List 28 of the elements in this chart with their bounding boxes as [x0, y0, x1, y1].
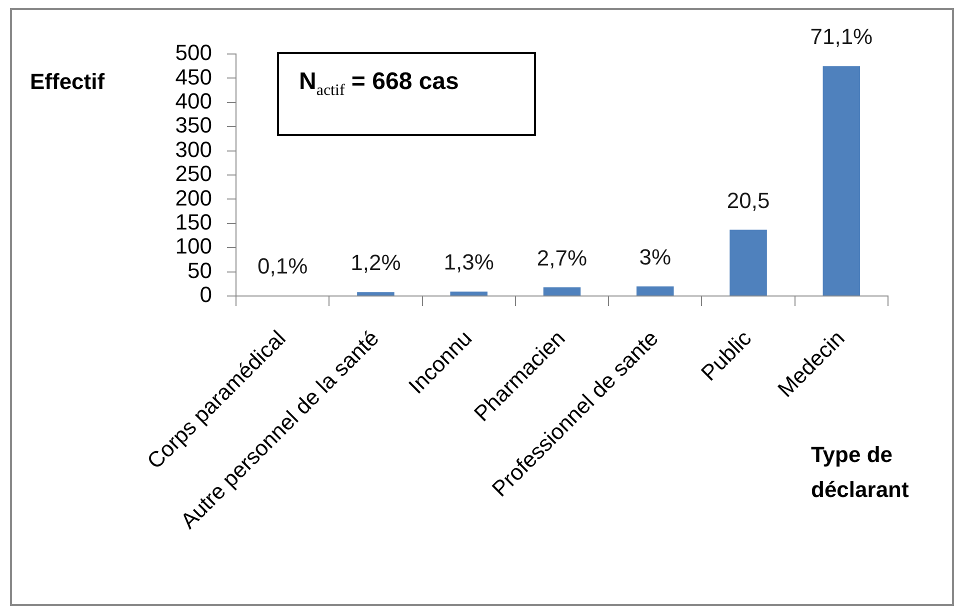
annotation: N$_{actif}$ = 668 cas — [299, 68, 459, 100]
y-tick-label: 500 — [175, 40, 212, 66]
y-tick-label: 400 — [175, 88, 212, 114]
y-tick-label: 300 — [175, 136, 212, 162]
y-tick-label: 50 — [188, 258, 212, 283]
annotation: 2,7% — [536, 245, 588, 270]
annotation: 1,3% — [444, 250, 494, 275]
x-axis-title: Type de déclarant — [811, 441, 910, 504]
y-tick-label: 200 — [175, 185, 212, 210]
y-tick-label: 150 — [175, 209, 212, 234]
bar — [822, 66, 860, 296]
y-tick-label: 250 — [175, 161, 212, 186]
bar — [636, 286, 674, 296]
y-tick-label: 100 — [175, 234, 212, 259]
bar — [450, 292, 488, 296]
annotation: 20,5 — [726, 188, 770, 213]
y-tick-label: 450 — [175, 64, 212, 90]
y-axis-title: Effectif — [30, 69, 105, 95]
y-tick-label: 350 — [175, 112, 212, 138]
bar — [543, 287, 581, 296]
bar — [357, 292, 394, 296]
annotation: 1,2% — [350, 250, 401, 276]
annotation: 71,1% — [810, 24, 873, 50]
bar — [730, 230, 767, 296]
y-tick-label: 0 — [200, 282, 212, 308]
annotation: 3% — [639, 244, 672, 270]
annotation: 0,1% — [257, 254, 308, 279]
text-box: N$_{actif}$ = 668 cas — [277, 52, 536, 136]
